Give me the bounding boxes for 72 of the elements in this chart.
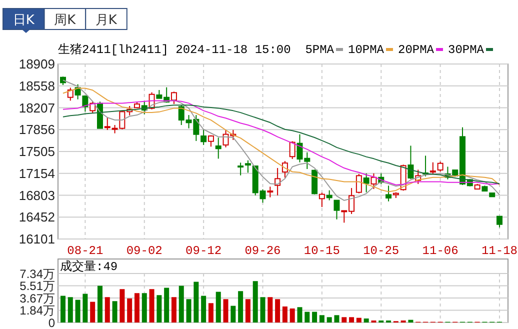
x-tick-label: 09-12 — [186, 244, 222, 258]
bar — [149, 289, 154, 322]
tabs: 日K 周K 月K — [2, 8, 128, 33]
bar — [268, 297, 273, 322]
y-tick-label: 7.34万 — [20, 267, 55, 281]
bar — [290, 308, 295, 322]
y-tick-label: 17856 — [18, 122, 55, 138]
y-tick-label: 18909 — [18, 56, 55, 72]
bar — [164, 288, 170, 322]
y-tick-label: 1.84万 — [20, 304, 55, 318]
legend-label: 30PMA — [448, 43, 485, 57]
legend-label: 20PMA — [398, 43, 435, 57]
x-tick-label: 08-21 — [67, 244, 104, 258]
bar — [60, 296, 66, 322]
x-tick-label: 10-25 — [363, 244, 400, 258]
bar — [156, 295, 162, 322]
bar — [208, 303, 214, 322]
x-tick-label: 09-26 — [244, 244, 281, 258]
y-tick-label: 3.67万 — [20, 292, 55, 306]
x-tick-label: 11-06 — [422, 244, 458, 258]
bar — [90, 302, 96, 322]
bar — [186, 299, 192, 322]
bar — [223, 299, 228, 322]
bar — [356, 318, 362, 322]
bar — [178, 286, 184, 322]
bar — [201, 296, 206, 322]
y-tick-label: 17154 — [18, 166, 55, 181]
bar — [127, 298, 132, 322]
x-tick-label: 11-18 — [481, 244, 518, 258]
bar — [319, 315, 324, 322]
chart-title: 成交量:49 — [60, 259, 118, 274]
bar — [408, 320, 414, 322]
bar — [326, 317, 332, 322]
bar — [304, 312, 310, 322]
bar — [75, 300, 80, 322]
bar — [171, 297, 176, 322]
bar — [245, 299, 250, 322]
bar — [120, 289, 125, 322]
bar — [112, 301, 118, 322]
bar — [68, 297, 73, 322]
bar — [364, 318, 369, 322]
bar — [216, 292, 221, 322]
bar — [97, 286, 102, 322]
y-tick-label: 16803 — [18, 188, 55, 203]
bar — [230, 306, 236, 322]
bar — [134, 293, 140, 322]
legend-label: 10PMA — [348, 43, 385, 57]
bar — [194, 282, 199, 322]
y-tick-label: 18558 — [18, 78, 55, 94]
bar — [282, 306, 288, 322]
y-tick-label: 18207 — [18, 100, 55, 116]
bar — [297, 307, 302, 322]
bar — [238, 291, 244, 322]
legend-label: 5PMA — [305, 43, 335, 57]
x-tick-label: 09-02 — [126, 244, 162, 258]
bar — [82, 294, 88, 322]
y-tick-label: 5.51万 — [20, 279, 55, 294]
bar — [349, 317, 354, 322]
bar — [312, 312, 318, 322]
y-tick-label: 16101 — [18, 232, 55, 246]
bar — [275, 299, 280, 322]
bar — [142, 293, 147, 322]
x-tick-label: 10-15 — [304, 244, 340, 258]
chart-title: 生猪2411[lh2411] 2024-11-18 15:00 — [58, 43, 291, 57]
y-tick-label: 16452 — [18, 210, 55, 225]
bar — [342, 317, 347, 322]
bar — [334, 315, 340, 322]
bar — [252, 281, 258, 322]
y-tick-label: 17505 — [18, 144, 55, 159]
bar — [104, 297, 110, 322]
bar — [260, 297, 266, 322]
y-tick-label: 0 — [48, 316, 56, 329]
